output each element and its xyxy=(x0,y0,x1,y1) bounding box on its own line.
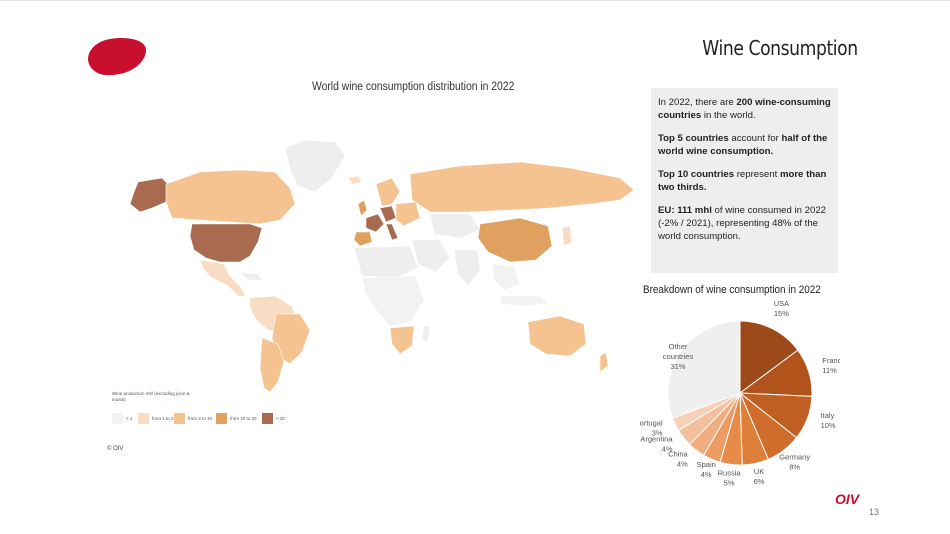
map-copyright: © OIV xyxy=(107,446,124,452)
legend-label: < 1 xyxy=(126,416,133,421)
info-text: in the world. xyxy=(701,110,756,121)
map-scandinavia xyxy=(375,177,401,207)
pie-label: Germany 8% xyxy=(779,453,810,472)
info-paragraph-4: EU: 111 mhl of wine consumed in 2022 (-2… xyxy=(658,204,832,243)
slide-title: Wine Consumption xyxy=(702,36,859,60)
pie-label: Russia 5% xyxy=(718,468,742,487)
map-france xyxy=(365,213,385,233)
brand-blob-icon xyxy=(88,38,146,76)
map-southeast-asia xyxy=(491,263,521,291)
pie-label: Spain 4% xyxy=(697,460,716,479)
map-italy xyxy=(385,223,399,241)
map-legend-title: Wine production mhl (excluding juice & m… xyxy=(112,391,190,402)
map-brazil xyxy=(271,313,311,365)
map-iceland xyxy=(347,175,363,185)
legend-label: from 3 to 10 xyxy=(188,416,213,421)
map-north-africa xyxy=(353,245,419,279)
map-title: World wine consumption distribution in 2… xyxy=(312,81,515,93)
map-africa-central xyxy=(361,275,425,327)
pie-chart-title: Breakdown of wine consumption in 2022 xyxy=(643,284,821,296)
info-paragraph-3: Top 10 countries represent more than two… xyxy=(658,168,832,194)
pie-label: UK 6% xyxy=(754,467,765,486)
map-usa xyxy=(189,223,263,263)
info-text: In 2022, there are xyxy=(658,97,737,108)
info-paragraph-1: In 2022, there are 200 wine-consuming co… xyxy=(658,96,832,122)
map-china xyxy=(477,217,553,263)
legend-label: from 1 to 3 xyxy=(152,416,174,421)
legend-swatch xyxy=(216,413,227,424)
map-caribbean xyxy=(239,271,263,281)
info-box: In 2022, there are 200 wine-consuming co… xyxy=(651,88,838,273)
map-central-asia xyxy=(429,213,481,239)
map-alaska xyxy=(129,177,171,213)
pie-slice-other-countries xyxy=(667,320,741,419)
info-paragraph-2: Top 5 countries account for half of the … xyxy=(658,132,832,158)
info-highlight: EU: 111 mhl xyxy=(658,205,712,216)
map-middle-east xyxy=(411,239,451,273)
oiv-logo: OIV xyxy=(835,491,860,507)
map-iberia xyxy=(353,231,373,247)
map-japan xyxy=(561,225,573,247)
map-argentina xyxy=(259,337,285,393)
map-greenland xyxy=(284,139,346,193)
map-new-zealand xyxy=(599,351,609,373)
legend-label: > 20 xyxy=(276,416,285,421)
pie-label: Other countries 31% xyxy=(663,342,694,371)
pie-label: Argentina 4% xyxy=(640,434,673,453)
info-highlight: Top 5 countries xyxy=(658,133,729,144)
pie-label: USA 15% xyxy=(774,299,790,318)
map-south-africa xyxy=(389,325,415,355)
info-highlight: more than two thirds. xyxy=(658,169,827,193)
info-highlight: Top 10 countries xyxy=(658,169,735,180)
legend-swatch xyxy=(174,413,185,424)
legend-swatch xyxy=(262,413,273,424)
legend-swatch xyxy=(138,413,149,424)
map-india xyxy=(453,249,481,287)
map-mexico xyxy=(199,259,247,297)
map-indonesia xyxy=(499,295,549,307)
info-highlight: 200 wine-consuming countries xyxy=(658,97,831,121)
map-madagascar xyxy=(421,325,431,343)
info-text: account for xyxy=(728,133,782,144)
map-russia xyxy=(409,161,635,213)
page-number: 13 xyxy=(869,507,880,517)
map-germany xyxy=(379,205,397,223)
map-canada xyxy=(165,169,296,225)
legend-label: from 10 to 20 xyxy=(230,416,257,421)
info-highlight: half of the world wine consumption. xyxy=(658,133,828,157)
map-uk xyxy=(357,199,368,217)
info-text: of wine consumed in 2022 (-2% / 2021), r… xyxy=(658,205,826,242)
legend-swatch xyxy=(112,413,123,424)
pie-label: France11% xyxy=(822,356,840,375)
pie-slice-usa xyxy=(739,320,799,394)
pie-label: Portugal3% xyxy=(640,419,663,438)
map-eastern-europe xyxy=(395,201,421,227)
pie-label: Italy 10% xyxy=(821,411,836,430)
map-australia xyxy=(527,315,587,357)
world-map xyxy=(129,139,635,393)
info-text: represent xyxy=(734,169,780,180)
pie-label: China 4% xyxy=(668,449,688,468)
top-divider xyxy=(0,0,950,1)
